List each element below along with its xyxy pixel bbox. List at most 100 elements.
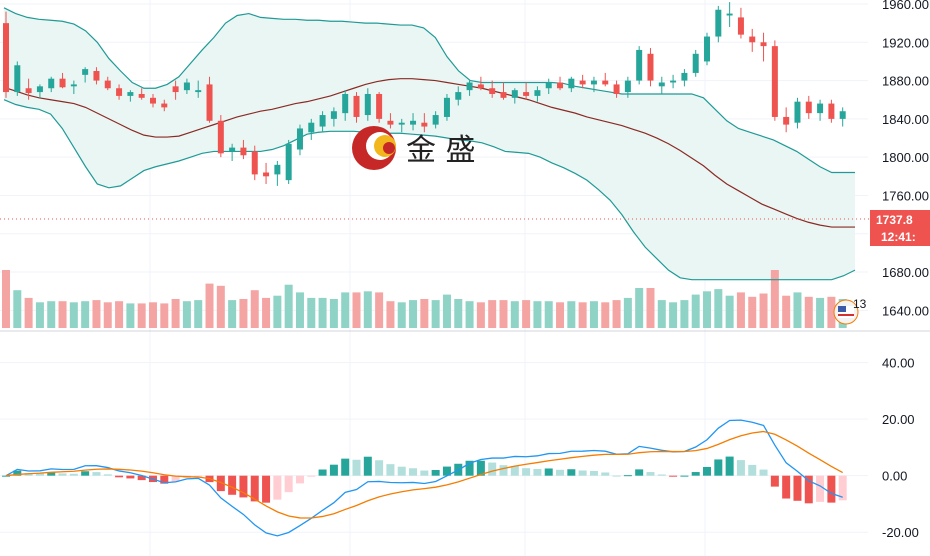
macd-histogram-bar (250, 475, 259, 502)
price-tick-label: 1840.00 (882, 112, 929, 127)
volume-bar (770, 270, 779, 328)
logo-text: 金 盛 (406, 133, 476, 168)
last-price-tag[interactable]: 1737.8 12:41: (870, 210, 930, 246)
candle-body (229, 147, 236, 152)
candle-body (25, 88, 32, 94)
macd-histogram-bar (770, 475, 779, 487)
volume-bar (262, 297, 271, 328)
candle-body (432, 115, 439, 125)
volume-bar (273, 295, 282, 328)
candle-body (82, 69, 89, 75)
volume-bar (759, 293, 768, 328)
volume-bar (58, 301, 67, 328)
candle-body (636, 49, 643, 81)
candle-body (308, 122, 315, 133)
candle-body (523, 92, 530, 96)
volume-bar (24, 297, 33, 328)
volume-bar (375, 292, 384, 328)
price-axis[interactable]: 1960.00 1920.00 1880.00 1840.00 1800.00 1760.… (882, 0, 929, 318)
volume-bar (216, 285, 225, 328)
macd-histogram-bar (657, 474, 666, 476)
macd-histogram-bar (431, 469, 440, 476)
candle-body (240, 147, 247, 156)
candle-body (839, 111, 846, 119)
volume-bar (510, 301, 519, 328)
macd-histogram-bar (669, 475, 678, 477)
volume-bar (194, 300, 203, 328)
candle-body (602, 80, 609, 85)
candle-body (116, 88, 123, 96)
macd-histogram-bar (137, 475, 146, 481)
candle-body (421, 122, 428, 127)
candle-body (568, 78, 575, 89)
volume-bar (499, 300, 508, 328)
candle-body (737, 17, 744, 35)
last-price-label: 1737.8 (876, 213, 913, 227)
volume-bar (47, 301, 56, 328)
macd-histogram-bar (81, 471, 90, 476)
macd-histogram-bar (284, 475, 293, 493)
candle-body (715, 9, 722, 37)
candle-body (590, 80, 597, 85)
macd-histogram-bar (680, 475, 689, 477)
volume-bar (623, 297, 632, 328)
macd-histogram-bar (273, 475, 282, 500)
volume-badge[interactable]: 13 (833, 297, 867, 325)
candle-body (613, 84, 620, 94)
candle-body (251, 151, 258, 175)
macd-histogram-bar (126, 475, 135, 479)
candle-body (511, 90, 518, 98)
volume-bar (103, 302, 112, 328)
macd-histogram-bar (318, 469, 327, 476)
volume-bar (329, 299, 338, 328)
volume-bars (2, 270, 847, 328)
volume-bar (318, 297, 327, 328)
macd-histogram-bar (409, 468, 418, 476)
macd-histogram-bar (589, 470, 598, 476)
volume-bar (205, 283, 214, 328)
candle-body (771, 46, 778, 117)
macd-histogram-bar (307, 475, 316, 477)
volume-bar (35, 302, 44, 328)
macd-histogram-bar (13, 470, 22, 476)
volume-bar (228, 300, 237, 328)
candle-body (500, 92, 507, 98)
macd-histogram-bar (533, 468, 542, 476)
volume-bar (307, 297, 316, 328)
candle-body (36, 86, 43, 93)
candle-body (783, 116, 790, 125)
macd-histogram-bar (748, 464, 757, 476)
macd-histogram-bar (329, 464, 338, 476)
macd-panel (2, 419, 847, 537)
volume-bar (488, 300, 497, 328)
macd-histogram-bar (488, 462, 497, 476)
macd-histogram-bar (646, 472, 655, 476)
volume-bar (612, 300, 621, 328)
macd-histogram-bar (386, 464, 395, 476)
volume-bar (148, 302, 157, 328)
volume-bar (341, 292, 350, 328)
volume-bar (465, 301, 474, 328)
macd-histogram-bar (714, 459, 723, 476)
macd-axis[interactable]: 40.00 20.00 0.00 -20.00 (882, 356, 919, 541)
price-tick-label: 1680.00 (882, 265, 929, 280)
bollinger-lines (3, 7, 856, 281)
macd-histogram-bar (58, 473, 67, 476)
volume-bar (657, 300, 666, 328)
volume-bar (601, 302, 610, 328)
candle-body (217, 120, 224, 154)
macd-histogram-bar (567, 469, 576, 476)
macd-histogram-bar (736, 460, 745, 476)
bollinger-lower-band (3, 99, 856, 281)
volume-bar (736, 292, 745, 328)
macd-histogram-bar (171, 475, 180, 482)
macd-line (5, 419, 843, 537)
volume-bar (714, 289, 723, 328)
price-candles (3, 2, 846, 186)
candle-body (274, 164, 281, 175)
candle-body (172, 86, 179, 93)
volume-bar (409, 300, 418, 328)
candle-body (828, 103, 835, 119)
candle-body (398, 122, 405, 125)
